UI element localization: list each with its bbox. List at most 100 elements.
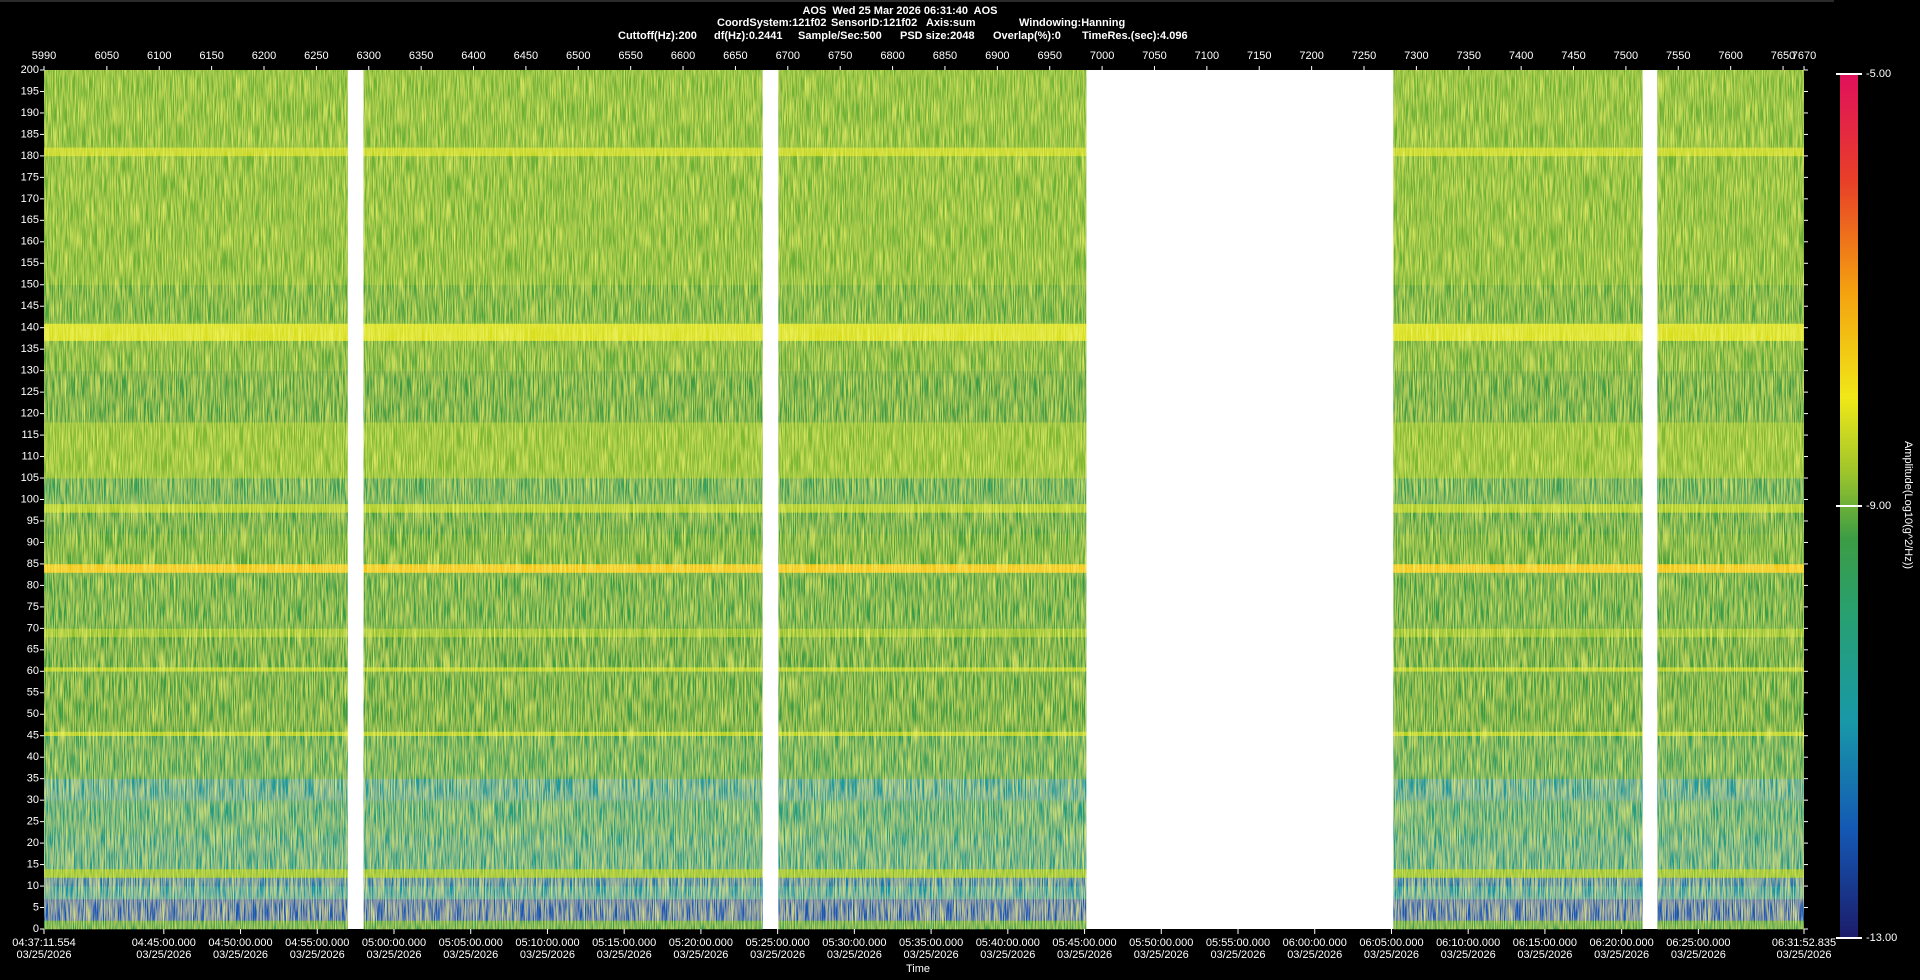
x-tick-label: 7300 [1404,50,1428,62]
time-tick-date: 03/25/2026 [827,949,882,961]
spectrogram-cell [363,503,763,513]
spectrogram-cell [778,800,1087,835]
spectrogram-cell [1657,563,1804,573]
y-tick-label: 125 [21,386,39,398]
x-tick-label: 6050 [95,50,119,62]
spectrogram-cell [44,671,348,732]
spectrogram-cell [363,735,763,779]
spectrogram-cell [1657,512,1804,535]
spectrogram-cell [778,667,1087,672]
spectrogram-cell [1393,667,1643,672]
y-tick-label: 10 [27,880,39,892]
y-tick-label: 130 [21,365,39,377]
info-item: CoordSystem:121f02 [717,17,826,29]
spectrogram-cell [778,533,1087,565]
spectrogram-cell [44,920,348,930]
spectrogram-cell [44,800,348,835]
x-tick-label: 6800 [880,50,904,62]
spectrogram-cell [1657,478,1804,505]
spectrogram-cell [1393,868,1643,878]
x-tick-label: 6350 [409,50,433,62]
time-tick-date: 03/25/2026 [673,949,728,961]
spectrogram-cell [363,671,763,732]
time-tick-date: 03/25/2026 [904,949,959,961]
time-tick-date: 03/25/2026 [520,949,575,961]
spectrogram-cell [778,731,1087,737]
x-tick-label: 6500 [566,50,590,62]
y-tick-label: 110 [21,450,39,462]
x-tick-label: 6650 [723,50,747,62]
time-tick-label: 05:55:00.000 [1206,937,1270,949]
time-tick-label: 04:45:00.000 [132,937,196,949]
spectrogram-cell [44,628,348,638]
y-tick-label: 20 [27,837,39,849]
x-tick-label: 6550 [618,50,642,62]
time-tick-label: 04:55:00.000 [285,937,349,949]
spectrogram-cell [1393,572,1643,629]
time-tick-date: 03/25/2026 [1776,949,1831,961]
spectrogram-cell [44,340,348,371]
spectrogram-cell [363,370,763,423]
x-tick-label: 6450 [514,50,538,62]
y-tick-label: 35 [27,773,39,785]
x-tick-label: 7400 [1509,50,1533,62]
time-tick-label: 05:30:00.000 [822,937,886,949]
time-tick-label: 06:25:00.000 [1666,937,1730,949]
x-tick-label: 6750 [828,50,852,62]
spectrogram [44,70,1804,930]
time-tick-label: 06:20:00.000 [1590,937,1654,949]
time-tick-label: 05:20:00.000 [669,937,733,949]
x-tick-label: 6900 [985,50,1009,62]
time-tick-label: 04:37:11.554 [12,937,75,949]
y-tick-label: 75 [27,601,39,613]
spectrogram-cell [44,155,348,286]
spectrogram-cell [44,147,348,157]
spectrogram-cell [44,572,348,629]
x-tick-label: 7150 [1247,50,1271,62]
y-tick-label: 50 [27,708,39,720]
time-tick-date: 03/25/2026 [1517,949,1572,961]
y-tick-label: 25 [27,816,39,828]
spectrogram-cell [1393,323,1643,341]
spectrogram-cell [1393,628,1643,638]
spectrogram-cell [1657,628,1804,638]
x-tick-label: 7500 [1614,50,1638,62]
spectrogram-cell [1657,155,1804,286]
y-tick-label: 30 [27,794,39,806]
y-tick-label: 165 [21,214,39,226]
time-tick-label: 05:00:00.000 [362,937,426,949]
time-tick-date: 03/25/2026 [213,949,268,961]
spectrogram-cell [44,503,348,513]
spectrogram-cell [1657,877,1804,887]
spectrogram-cell [1657,636,1804,668]
spectrogram-cell [778,478,1087,505]
time-tick-label: 06:05:00.000 [1359,937,1423,949]
x-tick-label: 7550 [1666,50,1690,62]
y-tick-label: 80 [27,579,39,591]
time-tick-date: 03/25/2026 [980,949,1035,961]
spectrogram-cell [1657,898,1804,921]
parameter-item: Cuttoff(Hz):200 [618,30,697,42]
spectrogram-cell [1393,778,1643,801]
spectrogram-cell [778,512,1087,535]
spectrogram-cell [1393,340,1643,371]
spectrogram-cell [363,323,763,341]
spectrogram-cell [778,284,1087,324]
time-tick-date: 03/25/2026 [1364,949,1419,961]
spectrogram-cell [44,868,348,878]
time-tick-date: 03/25/2026 [750,949,805,961]
time-tick-label: 05:35:00.000 [899,937,963,949]
y-tick-label: 55 [27,687,39,699]
x-tick-label: 5990 [32,50,56,62]
spectrogram-cell [1657,503,1804,513]
spectrogram-cell [778,323,1087,341]
colorbar-tick-label: -5.00 [1866,68,1891,80]
x-tick-label: 7050 [1142,50,1166,62]
spectrogram-cell [778,636,1087,668]
y-tick-label: 65 [27,644,39,656]
spectrogram-cell [1657,778,1804,801]
spectrogram-cell [363,920,763,930]
spectrogram-cell [363,340,763,371]
info-item: SensorID:121f02 [831,17,917,29]
spectrogram-cell [778,735,1087,779]
